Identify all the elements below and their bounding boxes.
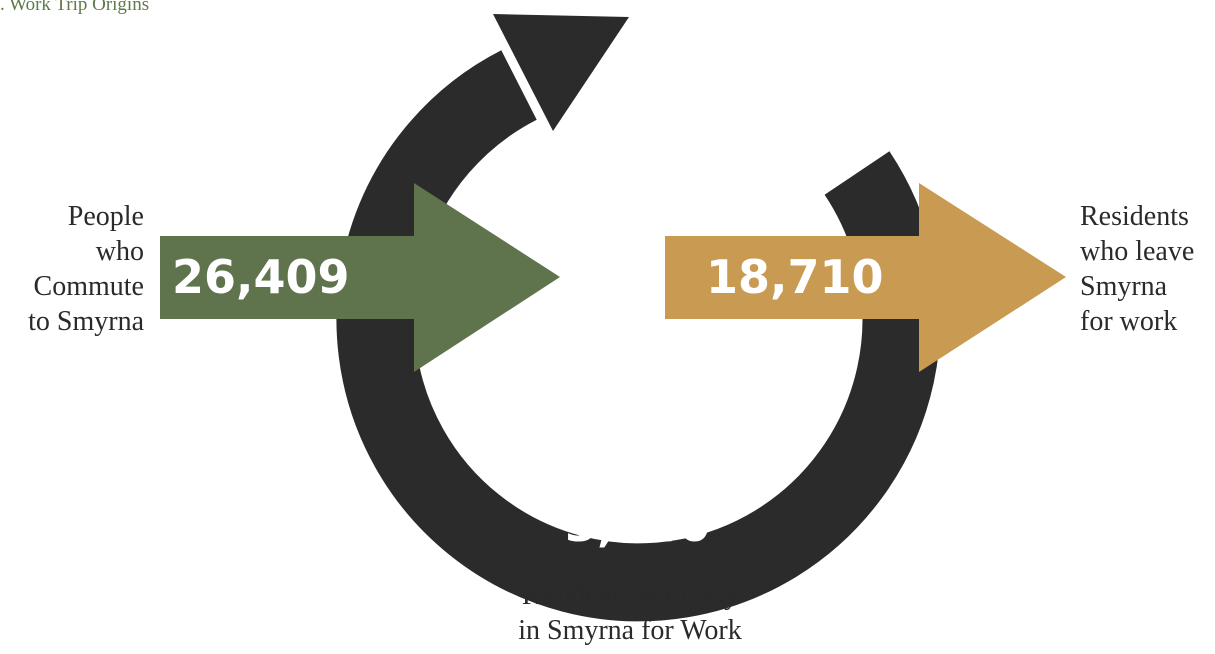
figure-caption: . Work Trip Origins — [0, 0, 150, 15]
stay-label-line: Residents who stay — [521, 580, 739, 611]
outbound-label-line: who leave — [1080, 236, 1195, 267]
outbound-label-line: Smyrna — [1080, 271, 1168, 302]
inbound-label-line: People — [67, 201, 144, 232]
inbound-label-line: to Smyrna — [28, 306, 144, 337]
outbound-arrow — [665, 183, 1066, 372]
inbound-label-line: who — [95, 236, 144, 267]
inbound-arrow-shape — [160, 183, 560, 372]
inbound-label: People who Commute to Smyrna — [28, 199, 144, 339]
inbound-label-line: Commute — [33, 271, 144, 302]
stay-label-line: in Smyrna for Work — [518, 615, 742, 646]
inbound-arrow — [160, 183, 560, 372]
inbound-value: 26,409 — [172, 250, 350, 304]
outbound-value: 18,710 — [706, 250, 884, 304]
loop-arrow — [336, 14, 941, 622]
stay-label: Residents who stay in Smyrna for Work — [440, 578, 820, 648]
loop-arrowhead — [493, 14, 629, 131]
outbound-label: Residents who leave Smyrna for work — [1080, 199, 1194, 339]
outbound-label-line: for work — [1080, 306, 1178, 337]
stay-value: 3,340 — [565, 498, 711, 552]
outbound-label-line: Residents — [1080, 201, 1189, 232]
loop-ring — [336, 50, 941, 622]
outbound-arrow-shape — [665, 183, 1066, 372]
